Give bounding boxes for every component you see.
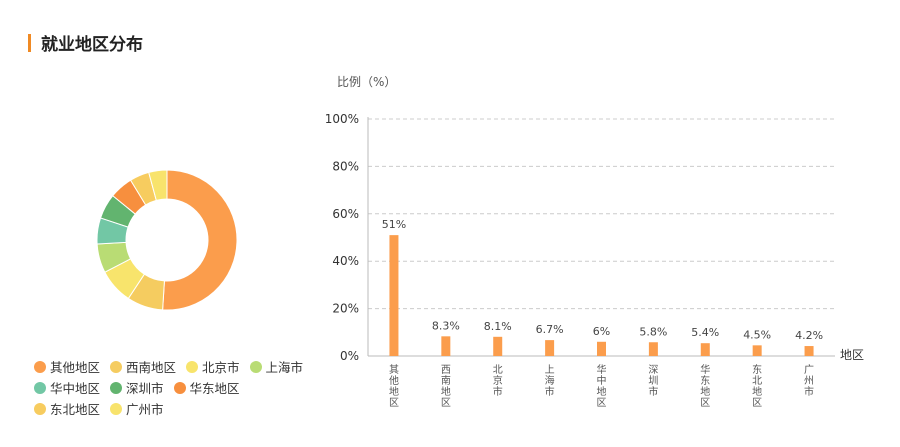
y-tick-label: 60% (332, 207, 359, 221)
bar-item-8[interactable] (752, 345, 762, 356)
bar-item-3[interactable] (493, 336, 503, 356)
legend-label: 华中地区 (50, 381, 101, 396)
section-title: 就业地区分布 (41, 35, 143, 55)
bar-value-label: 4.5% (743, 328, 771, 341)
legend-item-item-7[interactable]: 华东地区 (173, 378, 240, 397)
x-tick-label: 西南地区 (441, 365, 451, 409)
bar-item-9[interactable] (804, 346, 814, 356)
bar-item-1[interactable] (389, 235, 399, 356)
legend-label: 西南地区 (126, 360, 177, 375)
legend-row: 华中地区 深圳市 华东地区 (34, 377, 324, 398)
legend-label: 上海市 (265, 360, 304, 375)
bar-value-label: 8.3% (432, 319, 460, 332)
legend-swatch (173, 381, 186, 394)
bar-value-label: 51% (382, 218, 406, 231)
legend-label: 深圳市 (126, 381, 164, 396)
legend-swatch (110, 381, 123, 394)
bar-value-label: 6% (593, 325, 610, 338)
legend-item-item-5[interactable]: 华中地区 (34, 378, 100, 397)
legend-item-item-6[interactable]: 深圳市 (110, 378, 164, 397)
legend-swatch (34, 381, 46, 394)
legend-row: 东北地区 广州市 (34, 398, 324, 419)
donut-chart (96, 169, 238, 311)
donut-slice-item-9[interactable] (148, 169, 168, 202)
y-tick-label: 80% (332, 159, 359, 173)
y-axis-title: 比例（%） (337, 75, 396, 89)
legend-item-item-2[interactable]: 西南地区 (110, 357, 176, 376)
x-tick-label: 上海市 (545, 364, 555, 398)
legend-label: 东北地区 (50, 402, 101, 417)
x-tick-label: 北京市 (493, 364, 503, 398)
section-header: 就业地区分布 (28, 30, 143, 55)
bar-value-label: 4.2% (795, 329, 823, 342)
bar-item-6[interactable] (648, 342, 658, 356)
x-tick-label: 华东地区 (700, 363, 710, 409)
bar-item-2[interactable] (441, 336, 451, 356)
bar-value-label: 5.4% (691, 326, 719, 339)
legend-swatch (110, 360, 123, 373)
bar-item-7[interactable] (700, 343, 710, 356)
bar-value-label: 5.8% (639, 325, 667, 338)
donut-slice-item-1[interactable] (162, 169, 238, 311)
legend-swatch (249, 360, 262, 373)
bar-item-5[interactable] (597, 341, 606, 356)
y-tick-label: 20% (332, 302, 359, 316)
x-tick-label: 东北地区 (752, 363, 762, 409)
y-tick-label: 0% (340, 349, 359, 363)
legend-swatch (110, 402, 123, 415)
legend-item-item-3[interactable]: 北京市 (186, 357, 240, 376)
bar-value-label: 8.1% (484, 320, 512, 333)
x-tick-label: 广州市 (804, 364, 814, 398)
donut-legend: 其他地区 西南地区 北京市 上海市华中地区 深圳市 华东地区东北地区 广州市 (34, 356, 324, 419)
legend-swatch (34, 360, 46, 373)
x-tick-label: 深圳市 (648, 364, 658, 398)
bar-value-label: 6.7% (536, 323, 564, 336)
legend-item-item-8[interactable]: 东北地区 (34, 399, 100, 418)
bar-item-4[interactable] (545, 340, 555, 356)
legend-swatch (34, 402, 46, 415)
x-tick-label: 其他地区 (389, 364, 399, 409)
legend-item-item-9[interactable]: 广州市 (110, 399, 164, 418)
legend-label: 其他地区 (50, 360, 101, 375)
x-tick-label: 华中地区 (597, 363, 607, 409)
y-tick-label: 100% (325, 112, 359, 126)
x-axis-title: 地区 (840, 348, 864, 362)
legend-row: 其他地区 西南地区 北京市 上海市 (34, 356, 324, 377)
title-accent-bar (28, 33, 31, 52)
legend-label: 广州市 (126, 402, 164, 417)
legend-label: 北京市 (202, 360, 240, 375)
y-tick-label: 40% (332, 254, 359, 268)
legend-label: 华东地区 (189, 381, 240, 396)
legend-item-item-4[interactable]: 上海市 (249, 357, 304, 376)
legend-swatch (186, 360, 199, 373)
legend-item-item-1[interactable]: 其他地区 (34, 357, 100, 376)
